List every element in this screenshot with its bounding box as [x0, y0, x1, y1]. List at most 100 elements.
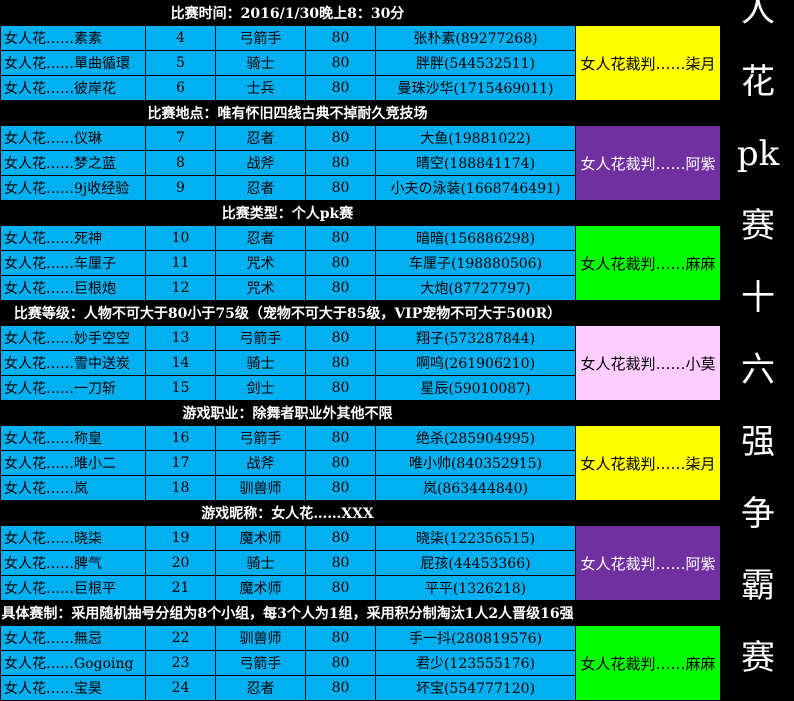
player-name: 女人花……一刀斩	[0, 375, 146, 401]
player-contact: 坏宝(554777120)	[375, 675, 576, 701]
side-title-char: 六	[741, 350, 775, 390]
player-name: 女人花……脾气	[0, 550, 146, 576]
player-level: 80	[305, 125, 376, 151]
player-contact: 屁孩(44453366)	[375, 550, 576, 576]
player-class: 剑士	[215, 375, 306, 401]
player-number: 18	[145, 475, 216, 501]
player-class: 战斧	[215, 450, 306, 476]
player-level: 80	[305, 550, 376, 576]
player-level: 80	[305, 525, 376, 551]
player-number: 5	[145, 50, 216, 76]
player-level: 80	[305, 375, 376, 401]
section-header: 比赛类型：个人pk赛	[0, 200, 575, 226]
player-level: 80	[305, 425, 376, 451]
section-header: 比赛地点：唯有怀旧四线古典不掉耐久竞技场	[0, 100, 575, 126]
side-title-char: 赛	[741, 206, 775, 246]
judge: 女人花裁判……柒月	[575, 425, 721, 501]
player-level: 80	[305, 350, 376, 376]
player-class: 忍者	[215, 175, 306, 201]
player-number: 22	[145, 625, 216, 651]
player-class: 弓箭手	[215, 25, 306, 51]
side-title-char: pk	[736, 134, 780, 174]
judge: 女人花裁判……麻麻	[575, 625, 721, 701]
player-contact: 大鱼(19881022)	[375, 125, 576, 151]
player-class: 忍者	[215, 125, 306, 151]
player-level: 80	[305, 650, 376, 676]
player-name: 女人花……單曲循環	[0, 50, 146, 76]
player-level: 80	[305, 50, 376, 76]
player-class: 魔术师	[215, 575, 306, 601]
player-name: 女人花……车厘子	[0, 250, 146, 276]
side-title-char: 花	[741, 62, 775, 102]
player-level: 80	[305, 675, 376, 701]
player-class: 战斧	[215, 150, 306, 176]
side-title-char: 争	[741, 494, 775, 534]
player-contact: 啊呜(261906210)	[375, 350, 576, 376]
player-contact: 君少(123555176)	[375, 650, 576, 676]
player-number: 21	[145, 575, 216, 601]
player-number: 23	[145, 650, 216, 676]
player-class: 驯兽师	[215, 475, 306, 501]
player-class: 咒术	[215, 250, 306, 276]
player-number: 11	[145, 250, 216, 276]
player-contact: 暗暗(156886298)	[375, 225, 576, 251]
player-contact: 平平(1326218)	[375, 575, 576, 601]
player-class: 忍者	[215, 225, 306, 251]
player-class: 士兵	[215, 75, 306, 101]
side-title-char: 霸	[741, 566, 775, 606]
player-contact: 胖胖(544532511)	[375, 50, 576, 76]
player-class: 驯兽师	[215, 625, 306, 651]
judge: 女人花裁判……阿紫	[575, 125, 721, 201]
player-number: 16	[145, 425, 216, 451]
player-name: 女人花……巨根炮	[0, 275, 146, 301]
player-contact: 手一抖(280819576)	[375, 625, 576, 651]
player-name: 女人花……素素	[0, 25, 146, 51]
player-contact: 翔子(573287844)	[375, 325, 576, 351]
section-header: 比赛等级：人物不可大于80小于75级（宠物不可大于85级，VIP宠物不可大于50…	[0, 300, 575, 326]
player-contact: 大炮(87727797)	[375, 275, 576, 301]
player-contact: 岚(863444840)	[375, 475, 576, 501]
player-contact: 星辰(59010087)	[375, 375, 576, 401]
player-class: 魔术师	[215, 525, 306, 551]
player-class: 忍者	[215, 675, 306, 701]
player-contact: 张朴素(89277268)	[375, 25, 576, 51]
player-name: 女人花……無忌	[0, 625, 146, 651]
player-name: 女人花……妙手空空	[0, 325, 146, 351]
player-class: 弓箭手	[215, 650, 306, 676]
player-name: 女人花……称皇	[0, 425, 146, 451]
player-level: 80	[305, 25, 376, 51]
player-name: 女人花……彼岸花	[0, 75, 146, 101]
player-level: 80	[305, 475, 376, 501]
side-title-char: 赛	[741, 638, 775, 678]
player-name: 女人花……雪中送炭	[0, 350, 146, 376]
player-number: 20	[145, 550, 216, 576]
player-class: 骑士	[215, 50, 306, 76]
player-level: 80	[305, 625, 376, 651]
player-level: 80	[305, 450, 376, 476]
judge: 女人花裁判……柒月	[575, 25, 721, 101]
player-name: 女人花……死神	[0, 225, 146, 251]
section-header: 具体赛制：采用随机抽号分组为8个小组，每3个人为1组，采用积分制淘汰1人2人晋级…	[0, 600, 575, 626]
judge: 女人花裁判……麻麻	[575, 225, 721, 301]
player-number: 6	[145, 75, 216, 101]
player-contact: 曼珠沙华(1715469011)	[375, 75, 576, 101]
judge: 女人花裁判……阿紫	[575, 525, 721, 601]
player-level: 80	[305, 175, 376, 201]
player-number: 24	[145, 675, 216, 701]
section-header: 游戏职业：除舞者职业外其他不限	[0, 400, 575, 426]
player-number: 7	[145, 125, 216, 151]
player-contact: 晓柒(122356515)	[375, 525, 576, 551]
player-number: 14	[145, 350, 216, 376]
player-name: 女人花……晓柒	[0, 525, 146, 551]
player-level: 80	[305, 275, 376, 301]
player-name: 女人花……梦之蓝	[0, 150, 146, 176]
player-number: 17	[145, 450, 216, 476]
player-level: 80	[305, 150, 376, 176]
player-contact: 绝杀(285904995)	[375, 425, 576, 451]
player-name: 女人花……岚	[0, 475, 146, 501]
player-level: 80	[305, 325, 376, 351]
player-class: 咒术	[215, 275, 306, 301]
player-class: 弓箭手	[215, 325, 306, 351]
player-number: 12	[145, 275, 216, 301]
